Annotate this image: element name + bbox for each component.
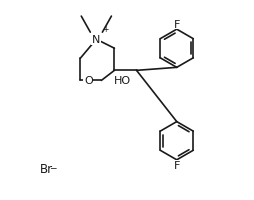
Text: +: +	[102, 25, 108, 34]
Text: N: N	[92, 35, 100, 45]
Text: Br: Br	[40, 163, 53, 175]
Text: F: F	[173, 161, 179, 171]
Text: HO: HO	[114, 76, 131, 86]
Text: O: O	[84, 76, 92, 86]
Text: −: −	[49, 162, 57, 171]
Text: F: F	[173, 19, 179, 29]
